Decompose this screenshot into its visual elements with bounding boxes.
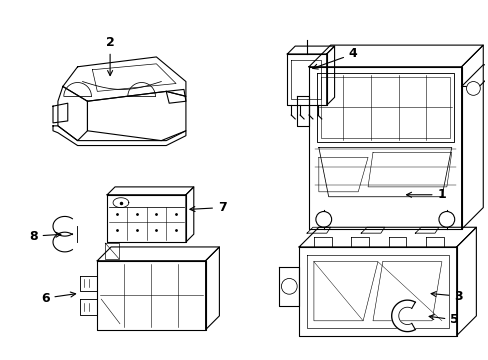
Polygon shape [185,187,193,242]
Polygon shape [205,247,219,330]
Polygon shape [391,300,414,332]
Polygon shape [87,91,185,141]
Polygon shape [80,275,97,291]
Text: 6: 6 [41,292,76,305]
Polygon shape [456,227,475,336]
Polygon shape [388,237,406,247]
Text: 5: 5 [428,313,458,326]
Polygon shape [461,45,482,229]
Circle shape [315,212,331,227]
Polygon shape [80,299,97,315]
Polygon shape [279,267,299,306]
Polygon shape [297,96,308,126]
Polygon shape [461,65,488,86]
Polygon shape [425,237,443,247]
Polygon shape [53,232,72,252]
Polygon shape [361,227,384,233]
Polygon shape [306,227,330,233]
Polygon shape [58,86,87,141]
Polygon shape [308,67,461,229]
Polygon shape [53,103,68,123]
Text: 7: 7 [189,201,226,214]
Circle shape [438,212,454,227]
Polygon shape [53,126,185,145]
Polygon shape [313,237,331,247]
Text: 3: 3 [430,290,462,303]
Polygon shape [299,247,456,336]
Polygon shape [53,216,72,236]
Text: 1: 1 [406,188,446,201]
Circle shape [466,82,479,95]
Polygon shape [287,46,334,54]
Polygon shape [326,46,334,105]
Polygon shape [63,57,185,101]
Polygon shape [97,261,205,330]
Polygon shape [97,247,219,261]
Text: 8: 8 [29,230,61,243]
Polygon shape [414,227,438,233]
Polygon shape [308,45,482,67]
Circle shape [281,278,297,294]
Polygon shape [105,243,119,259]
Text: 2: 2 [105,36,114,76]
Polygon shape [166,89,185,103]
Polygon shape [350,237,368,247]
Polygon shape [107,195,185,242]
Polygon shape [107,187,193,195]
Polygon shape [287,54,326,105]
Text: 4: 4 [312,48,357,69]
Polygon shape [299,227,475,247]
